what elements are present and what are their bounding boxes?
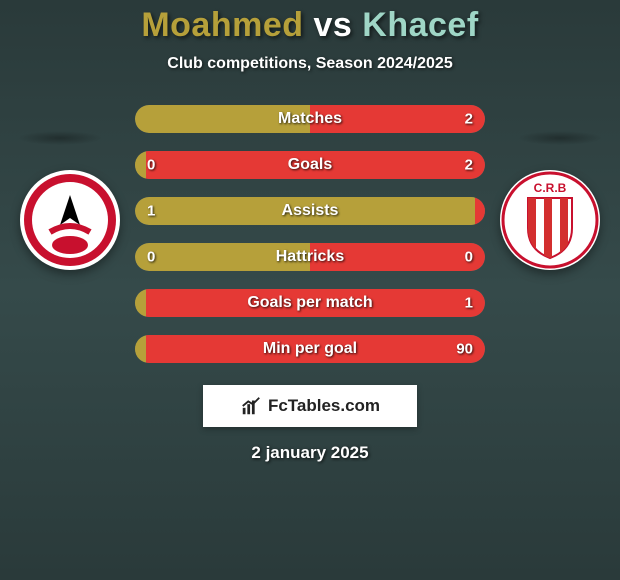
infographic: Moahmed vs Khacef Club competitions, Sea… <box>0 0 620 580</box>
stat-value-left: 1 <box>147 203 155 220</box>
date: 2 january 2025 <box>251 443 368 463</box>
stat-value-right: 2 <box>465 157 473 174</box>
stat-value-left: 0 <box>147 249 155 266</box>
stat-row: Min per goal 90 <box>135 335 485 363</box>
al-ahly-icon <box>20 170 120 270</box>
bar-left <box>135 289 146 317</box>
bar-left <box>135 335 146 363</box>
vs-text: vs <box>313 6 352 44</box>
subtitle: Club competitions, Season 2024/2025 <box>167 55 452 73</box>
stat-row: Matches 2 <box>135 105 485 133</box>
player1-name: Moahmed <box>141 6 303 44</box>
player2-name: Khacef <box>362 6 478 44</box>
stat-label: Hattricks <box>276 248 344 266</box>
crb-icon: C.R.B <box>500 170 600 270</box>
team-badge-right: C.R.B <box>500 170 600 270</box>
svg-text:C.R.B: C.R.B <box>534 181 567 195</box>
stat-value-right: 1 <box>465 295 473 312</box>
page-title: Moahmed vs Khacef <box>141 6 478 45</box>
stat-value-right: 0 <box>465 249 473 266</box>
stat-label: Goals per match <box>247 294 372 312</box>
stat-label: Matches <box>278 110 342 128</box>
chart-icon <box>240 395 262 417</box>
stat-label: Goals <box>288 156 332 174</box>
stat-row: Goals per match 1 <box>135 289 485 317</box>
watermark-text: FcTables.com <box>268 396 380 416</box>
stat-label: Assists <box>282 202 339 220</box>
stat-value-right: 90 <box>456 341 473 358</box>
stat-label: Min per goal <box>263 340 357 358</box>
stat-value-right: 2 <box>465 111 473 128</box>
team-badge-left <box>20 170 120 270</box>
stat-value-left: 0 <box>147 157 155 174</box>
watermark: FcTables.com <box>203 385 417 427</box>
